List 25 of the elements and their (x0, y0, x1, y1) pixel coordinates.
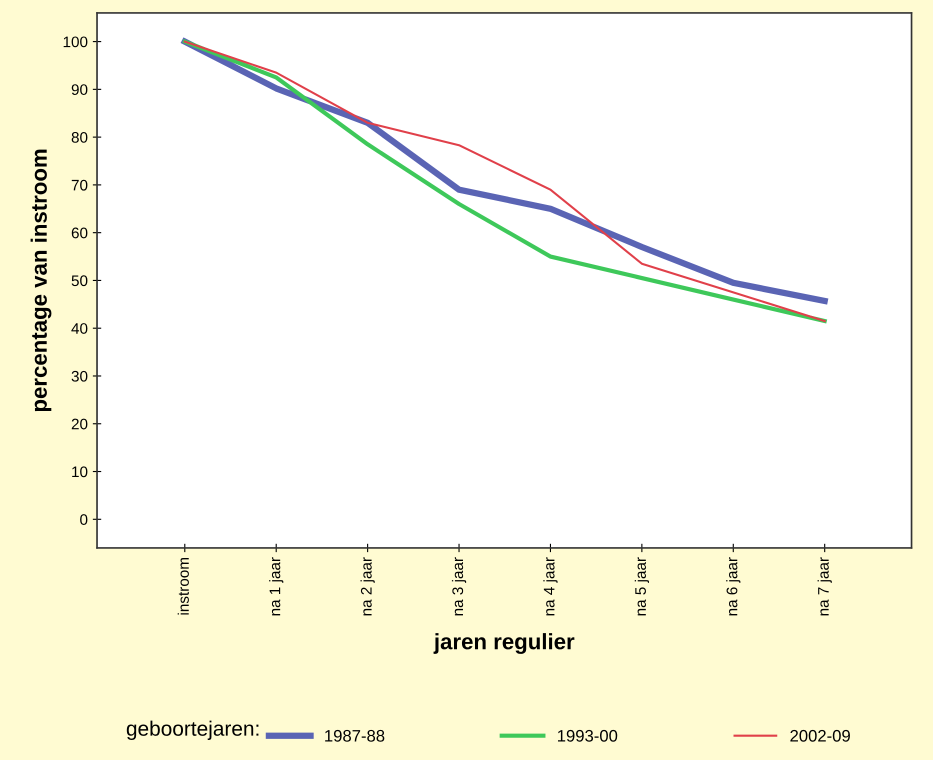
legend-label: 1993-00 (558, 730, 618, 742)
x-tick-label: na 1 jaar (269, 557, 284, 616)
legend-label: 1987-88 (325, 730, 384, 742)
y-tick-label: 40 (71, 323, 88, 334)
y-tick-label: 0 (80, 514, 88, 525)
x-axis-title: jaren regulier (434, 633, 574, 654)
legend-label: 2002-09 (790, 730, 850, 742)
x-tick-label: na 4 jaar (543, 557, 558, 616)
x-tick-label: na 5 jaar (634, 557, 649, 616)
y-tick-label: 100 (64, 36, 88, 48)
y-tick-label: 80 (72, 132, 88, 143)
y-tick-label: 50 (72, 275, 88, 286)
y-tick-label: 70 (72, 180, 88, 191)
x-tick-label: na 2 jaar (360, 557, 375, 616)
legend-title: geboortejaren: (126, 720, 258, 740)
y-tick-label: 30 (72, 370, 88, 382)
y-axis-title: percentage van instroom (30, 150, 52, 412)
y-tick-label: 10 (72, 466, 88, 478)
x-tick-label: instroom (178, 558, 189, 615)
y-tick-label: 90 (72, 84, 88, 96)
x-tick-label: na 3 jaar (452, 557, 466, 616)
y-tick-label: 20 (72, 418, 88, 430)
x-tick-label: na 7 jaar (818, 557, 832, 616)
y-tick-label: 60 (72, 228, 88, 238)
x-tick-label: na 6 jaar (726, 557, 740, 616)
